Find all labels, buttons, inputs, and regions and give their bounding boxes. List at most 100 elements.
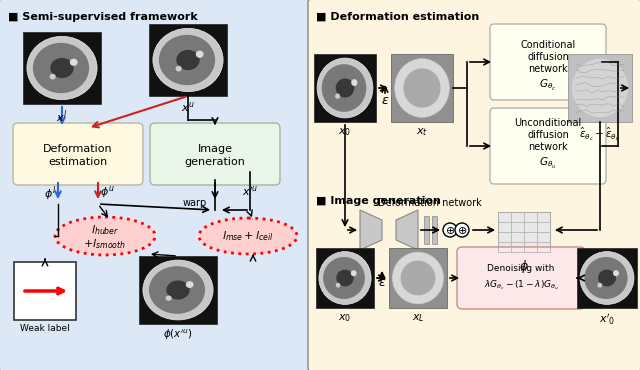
FancyBboxPatch shape <box>308 0 640 370</box>
Text: $\phi(x'^u)$: $\phi(x'^u)$ <box>163 328 193 342</box>
Ellipse shape <box>572 59 628 117</box>
Ellipse shape <box>186 281 193 288</box>
Ellipse shape <box>584 257 628 299</box>
Text: $x_0$: $x_0$ <box>339 312 351 324</box>
Text: $x^l$: $x^l$ <box>56 108 68 125</box>
Text: Weak label: Weak label <box>20 324 70 333</box>
FancyBboxPatch shape <box>0 0 310 370</box>
Text: Image: Image <box>198 144 232 154</box>
Ellipse shape <box>317 58 373 118</box>
Text: Conditional: Conditional <box>520 40 575 50</box>
Text: $x_0$: $x_0$ <box>339 126 351 138</box>
Text: ■ Deformation estimation: ■ Deformation estimation <box>316 12 479 22</box>
Bar <box>389 248 447 308</box>
Ellipse shape <box>33 43 89 93</box>
Bar <box>149 24 227 96</box>
Text: $\oplus$: $\oplus$ <box>457 225 467 235</box>
Bar <box>424 216 429 244</box>
Ellipse shape <box>55 217 155 255</box>
Ellipse shape <box>351 270 356 276</box>
Text: $\epsilon$: $\epsilon$ <box>378 276 386 289</box>
Ellipse shape <box>322 64 366 112</box>
Text: Unconditional: Unconditional <box>515 118 582 128</box>
Ellipse shape <box>351 79 357 86</box>
Bar <box>391 54 453 122</box>
Ellipse shape <box>70 58 77 66</box>
Ellipse shape <box>335 94 340 99</box>
Ellipse shape <box>159 35 215 85</box>
Ellipse shape <box>336 78 355 98</box>
Text: $\phi^u$: $\phi^u$ <box>100 184 115 200</box>
Ellipse shape <box>166 295 172 301</box>
Text: $G_{\theta_u}$: $G_{\theta_u}$ <box>540 156 557 171</box>
Polygon shape <box>360 210 382 250</box>
Text: $l_{mse} + l_{ceil}$: $l_{mse} + l_{ceil}$ <box>222 229 274 243</box>
Text: $x'^u$: $x'^u$ <box>242 184 258 198</box>
Ellipse shape <box>166 280 189 300</box>
Ellipse shape <box>395 59 449 117</box>
Text: Denoising with: Denoising with <box>487 264 555 273</box>
Ellipse shape <box>153 28 223 92</box>
Ellipse shape <box>336 270 354 286</box>
Text: $\phi^l$: $\phi^l$ <box>44 184 56 203</box>
Text: $\lambda G_{\theta_c} - (1-\lambda)G_{\theta_u}$: $\lambda G_{\theta_c} - (1-\lambda)G_{\t… <box>483 278 559 292</box>
Text: $x^u$: $x^u$ <box>181 100 195 114</box>
Ellipse shape <box>175 66 182 71</box>
Text: $G_{\theta_c}$: $G_{\theta_c}$ <box>540 78 557 93</box>
Ellipse shape <box>613 270 619 276</box>
Text: generation: generation <box>184 157 245 167</box>
FancyBboxPatch shape <box>150 123 280 185</box>
Circle shape <box>455 223 469 237</box>
Bar <box>577 248 637 308</box>
Text: $\epsilon$: $\epsilon$ <box>381 94 389 107</box>
Text: network: network <box>528 142 568 152</box>
Ellipse shape <box>49 74 56 80</box>
FancyBboxPatch shape <box>13 123 143 185</box>
Circle shape <box>443 223 457 237</box>
Text: ■ Image generation: ■ Image generation <box>316 196 441 206</box>
Polygon shape <box>396 210 418 250</box>
Text: estimation: estimation <box>49 157 108 167</box>
Text: $\phi$: $\phi$ <box>519 258 529 275</box>
Bar <box>23 32 101 104</box>
Ellipse shape <box>336 283 340 287</box>
FancyBboxPatch shape <box>457 247 585 309</box>
Ellipse shape <box>199 218 297 254</box>
Text: $x_L$: $x_L$ <box>412 312 424 324</box>
Text: $\hat{\epsilon}_{\theta_c} - \hat{\epsilon}_{\theta_u}$: $\hat{\epsilon}_{\theta_c} - \hat{\epsil… <box>579 126 621 143</box>
Bar <box>432 216 437 244</box>
Ellipse shape <box>149 266 205 314</box>
Ellipse shape <box>392 252 444 304</box>
Bar <box>314 54 376 122</box>
Ellipse shape <box>196 51 204 58</box>
Bar <box>139 256 217 324</box>
Ellipse shape <box>597 283 602 287</box>
Ellipse shape <box>598 270 616 286</box>
Text: $\oplus$: $\oplus$ <box>445 225 455 235</box>
Bar <box>14 262 76 320</box>
Ellipse shape <box>143 260 213 320</box>
FancyBboxPatch shape <box>490 24 606 100</box>
Text: $+ l_{smooth}$: $+ l_{smooth}$ <box>83 237 127 251</box>
Text: network: network <box>528 64 568 74</box>
Bar <box>498 212 550 252</box>
Text: $x'_0$: $x'_0$ <box>599 312 615 327</box>
Text: ■ Semi-supervised framework: ■ Semi-supervised framework <box>8 12 198 22</box>
Text: diffusion: diffusion <box>527 130 569 140</box>
Ellipse shape <box>176 50 200 70</box>
Bar <box>316 248 374 308</box>
Bar <box>568 54 632 122</box>
Text: Deformation: Deformation <box>43 144 113 154</box>
Text: $l_{huber}$: $l_{huber}$ <box>91 223 119 237</box>
Text: diffusion: diffusion <box>527 52 569 62</box>
Ellipse shape <box>319 252 371 305</box>
Ellipse shape <box>323 257 365 299</box>
Ellipse shape <box>403 68 440 108</box>
Text: $x_t$: $x_t$ <box>416 126 428 138</box>
Text: warp: warp <box>183 198 207 208</box>
Ellipse shape <box>51 58 74 78</box>
FancyBboxPatch shape <box>490 108 606 184</box>
Text: Deformation network: Deformation network <box>378 198 482 208</box>
Ellipse shape <box>580 252 634 305</box>
Ellipse shape <box>27 36 97 100</box>
